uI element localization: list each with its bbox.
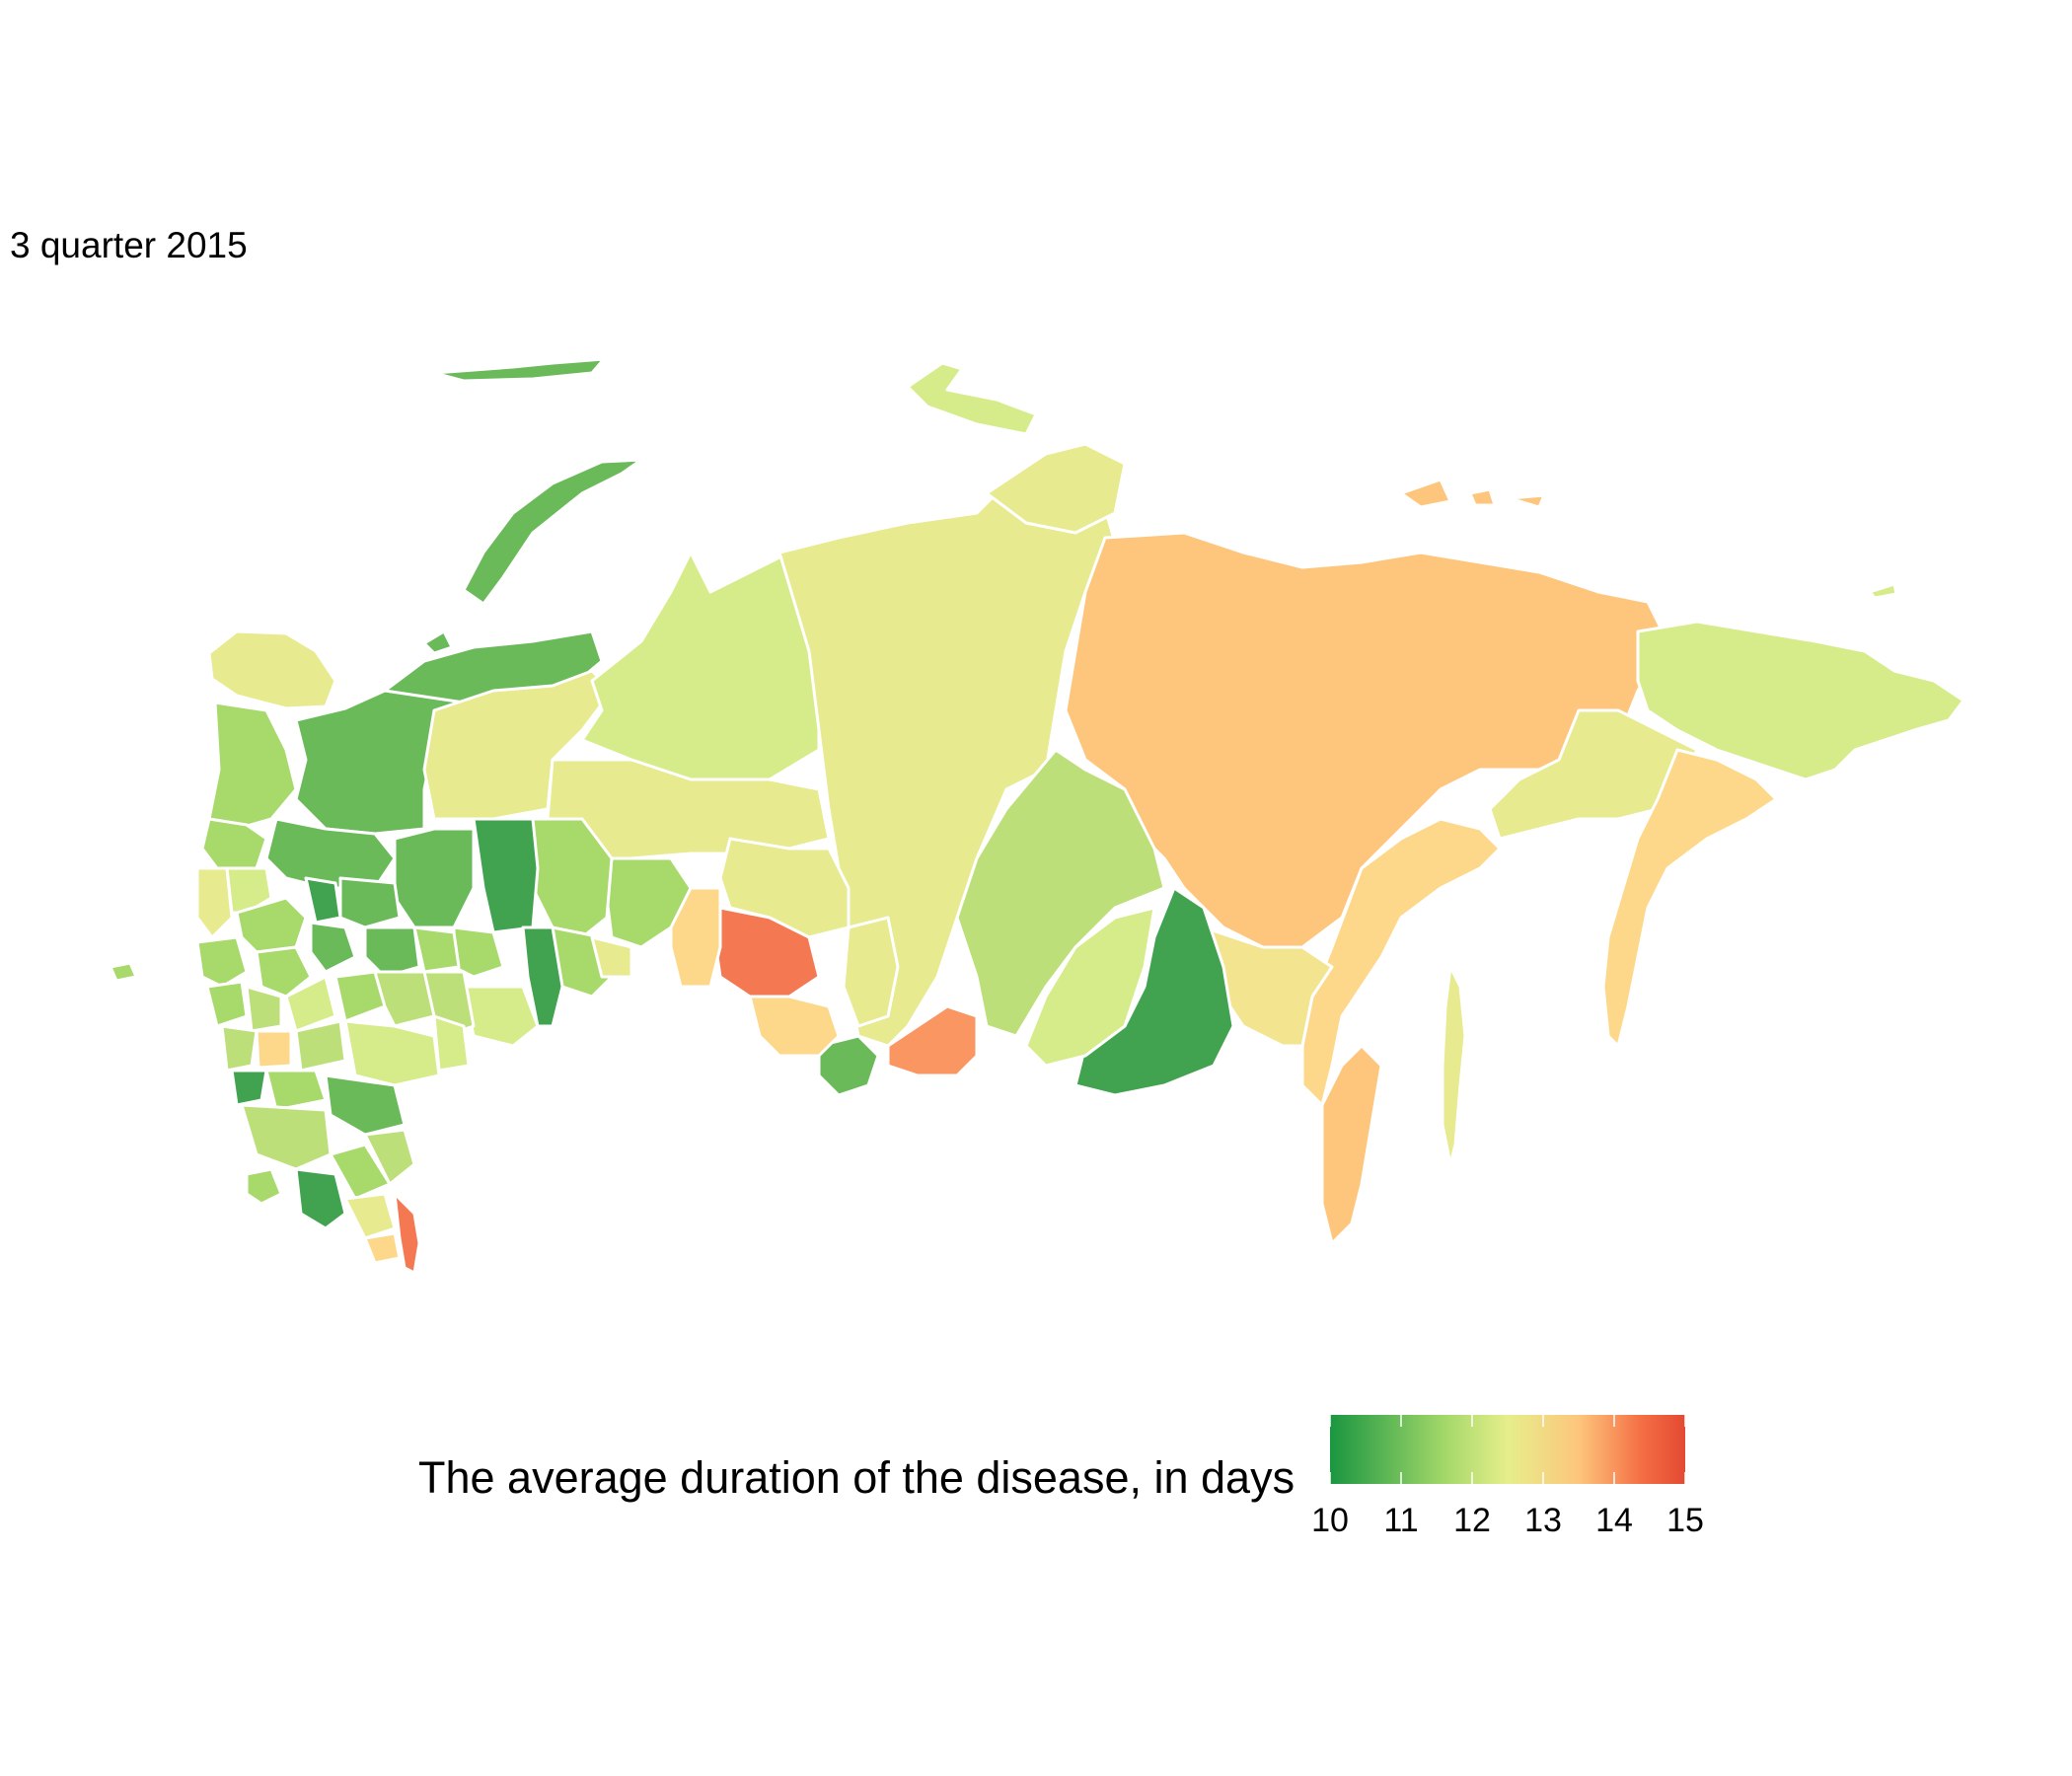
legend-tick-label: 10 — [1311, 1502, 1349, 1539]
region-kostroma[interactable] — [338, 876, 402, 929]
region-sakhalin[interactable] — [1441, 965, 1467, 1166]
region-volgograd[interactable] — [324, 1073, 407, 1137]
region-tuva[interactable] — [886, 1004, 979, 1077]
region-astrakhan[interactable] — [363, 1128, 416, 1186]
region-chukotka[interactable] — [1636, 620, 1965, 781]
region-krasnodar[interactable] — [294, 1167, 347, 1230]
region-smolensk[interactable] — [195, 935, 249, 989]
region-kursk[interactable] — [220, 1024, 259, 1073]
region-nizhny[interactable] — [363, 925, 421, 979]
region-orenburg[interactable] — [462, 985, 540, 1048]
region-novaya-zemlya[interactable] — [462, 458, 643, 606]
region-kamchatka[interactable] — [1601, 748, 1778, 1048]
region-yaroslavl[interactable] — [304, 876, 342, 925]
region-vladimir[interactable] — [309, 921, 357, 974]
region-bryansk[interactable] — [205, 980, 249, 1028]
region-kemerovo[interactable] — [842, 916, 900, 1028]
region-buryatia[interactable] — [1024, 906, 1156, 1068]
region-pskov[interactable] — [195, 866, 234, 939]
region-altai[interactable] — [817, 1034, 880, 1097]
region-new-siberian-islands[interactable] — [1399, 478, 1546, 509]
region-yamalo-nenets[interactable] — [580, 551, 821, 781]
legend-colorbar — [1330, 1415, 1685, 1484]
region-altai-krai[interactable] — [748, 995, 841, 1058]
region-crimea[interactable] — [245, 1167, 283, 1206]
region-kaluga[interactable] — [245, 985, 283, 1033]
region-rostov[interactable] — [240, 1103, 333, 1171]
region-karelia[interactable] — [207, 701, 298, 831]
legend-tick-label: 15 — [1666, 1502, 1704, 1539]
region-belgorod[interactable] — [230, 1069, 268, 1107]
legend-title: The average duration of the disease, in … — [418, 1452, 1295, 1503]
map-title: 3 quarter 2015 — [10, 225, 248, 265]
legend-tick-label: 13 — [1524, 1502, 1562, 1539]
region-irkutsk[interactable] — [955, 748, 1166, 1038]
region-chechnya[interactable] — [363, 1231, 402, 1265]
region-kirov[interactable] — [393, 827, 476, 929]
region-voronezh[interactable] — [264, 1069, 328, 1112]
region-leningrad[interactable] — [200, 817, 268, 870]
region-primorye[interactable] — [1320, 1044, 1383, 1245]
region-perm[interactable] — [472, 817, 540, 934]
region-taymyr[interactable] — [985, 442, 1127, 535]
region-stavropol[interactable] — [343, 1192, 397, 1240]
region-kurgan[interactable] — [590, 935, 633, 979]
region-orel[interactable] — [255, 1029, 293, 1070]
region-kalmykia[interactable] — [329, 1143, 392, 1201]
region-wrangel[interactable] — [1868, 582, 1898, 600]
legend-tick-label: 14 — [1595, 1502, 1633, 1539]
region-kaliningrad[interactable] — [109, 961, 138, 983]
region-dagestan[interactable] — [393, 1192, 421, 1275]
region-ulyanovsk[interactable] — [373, 970, 436, 1028]
region-chuvashia[interactable] — [412, 925, 461, 974]
region-bashkortostan[interactable] — [521, 925, 564, 1028]
region-severnaya-zemlya[interactable] — [906, 361, 1038, 436]
region-saratov[interactable] — [343, 1019, 441, 1087]
region-ryazan[interactable] — [284, 975, 337, 1033]
region-franz-josef[interactable] — [432, 357, 606, 383]
legend-tick-label: 12 — [1453, 1502, 1491, 1539]
region-zabaykalsky[interactable] — [1073, 886, 1235, 1097]
legend-tick-label: 11 — [1383, 1502, 1419, 1539]
region-kolguev[interactable] — [422, 629, 454, 655]
region-omsk[interactable] — [669, 886, 722, 989]
region-tambov[interactable] — [294, 1019, 347, 1073]
region-moscow[interactable] — [255, 945, 313, 999]
region-magadan[interactable] — [1488, 708, 1699, 841]
region-udmurtia[interactable] — [452, 925, 505, 979]
region-komi[interactable] — [422, 669, 614, 821]
region-murmansk[interactable] — [207, 629, 337, 710]
